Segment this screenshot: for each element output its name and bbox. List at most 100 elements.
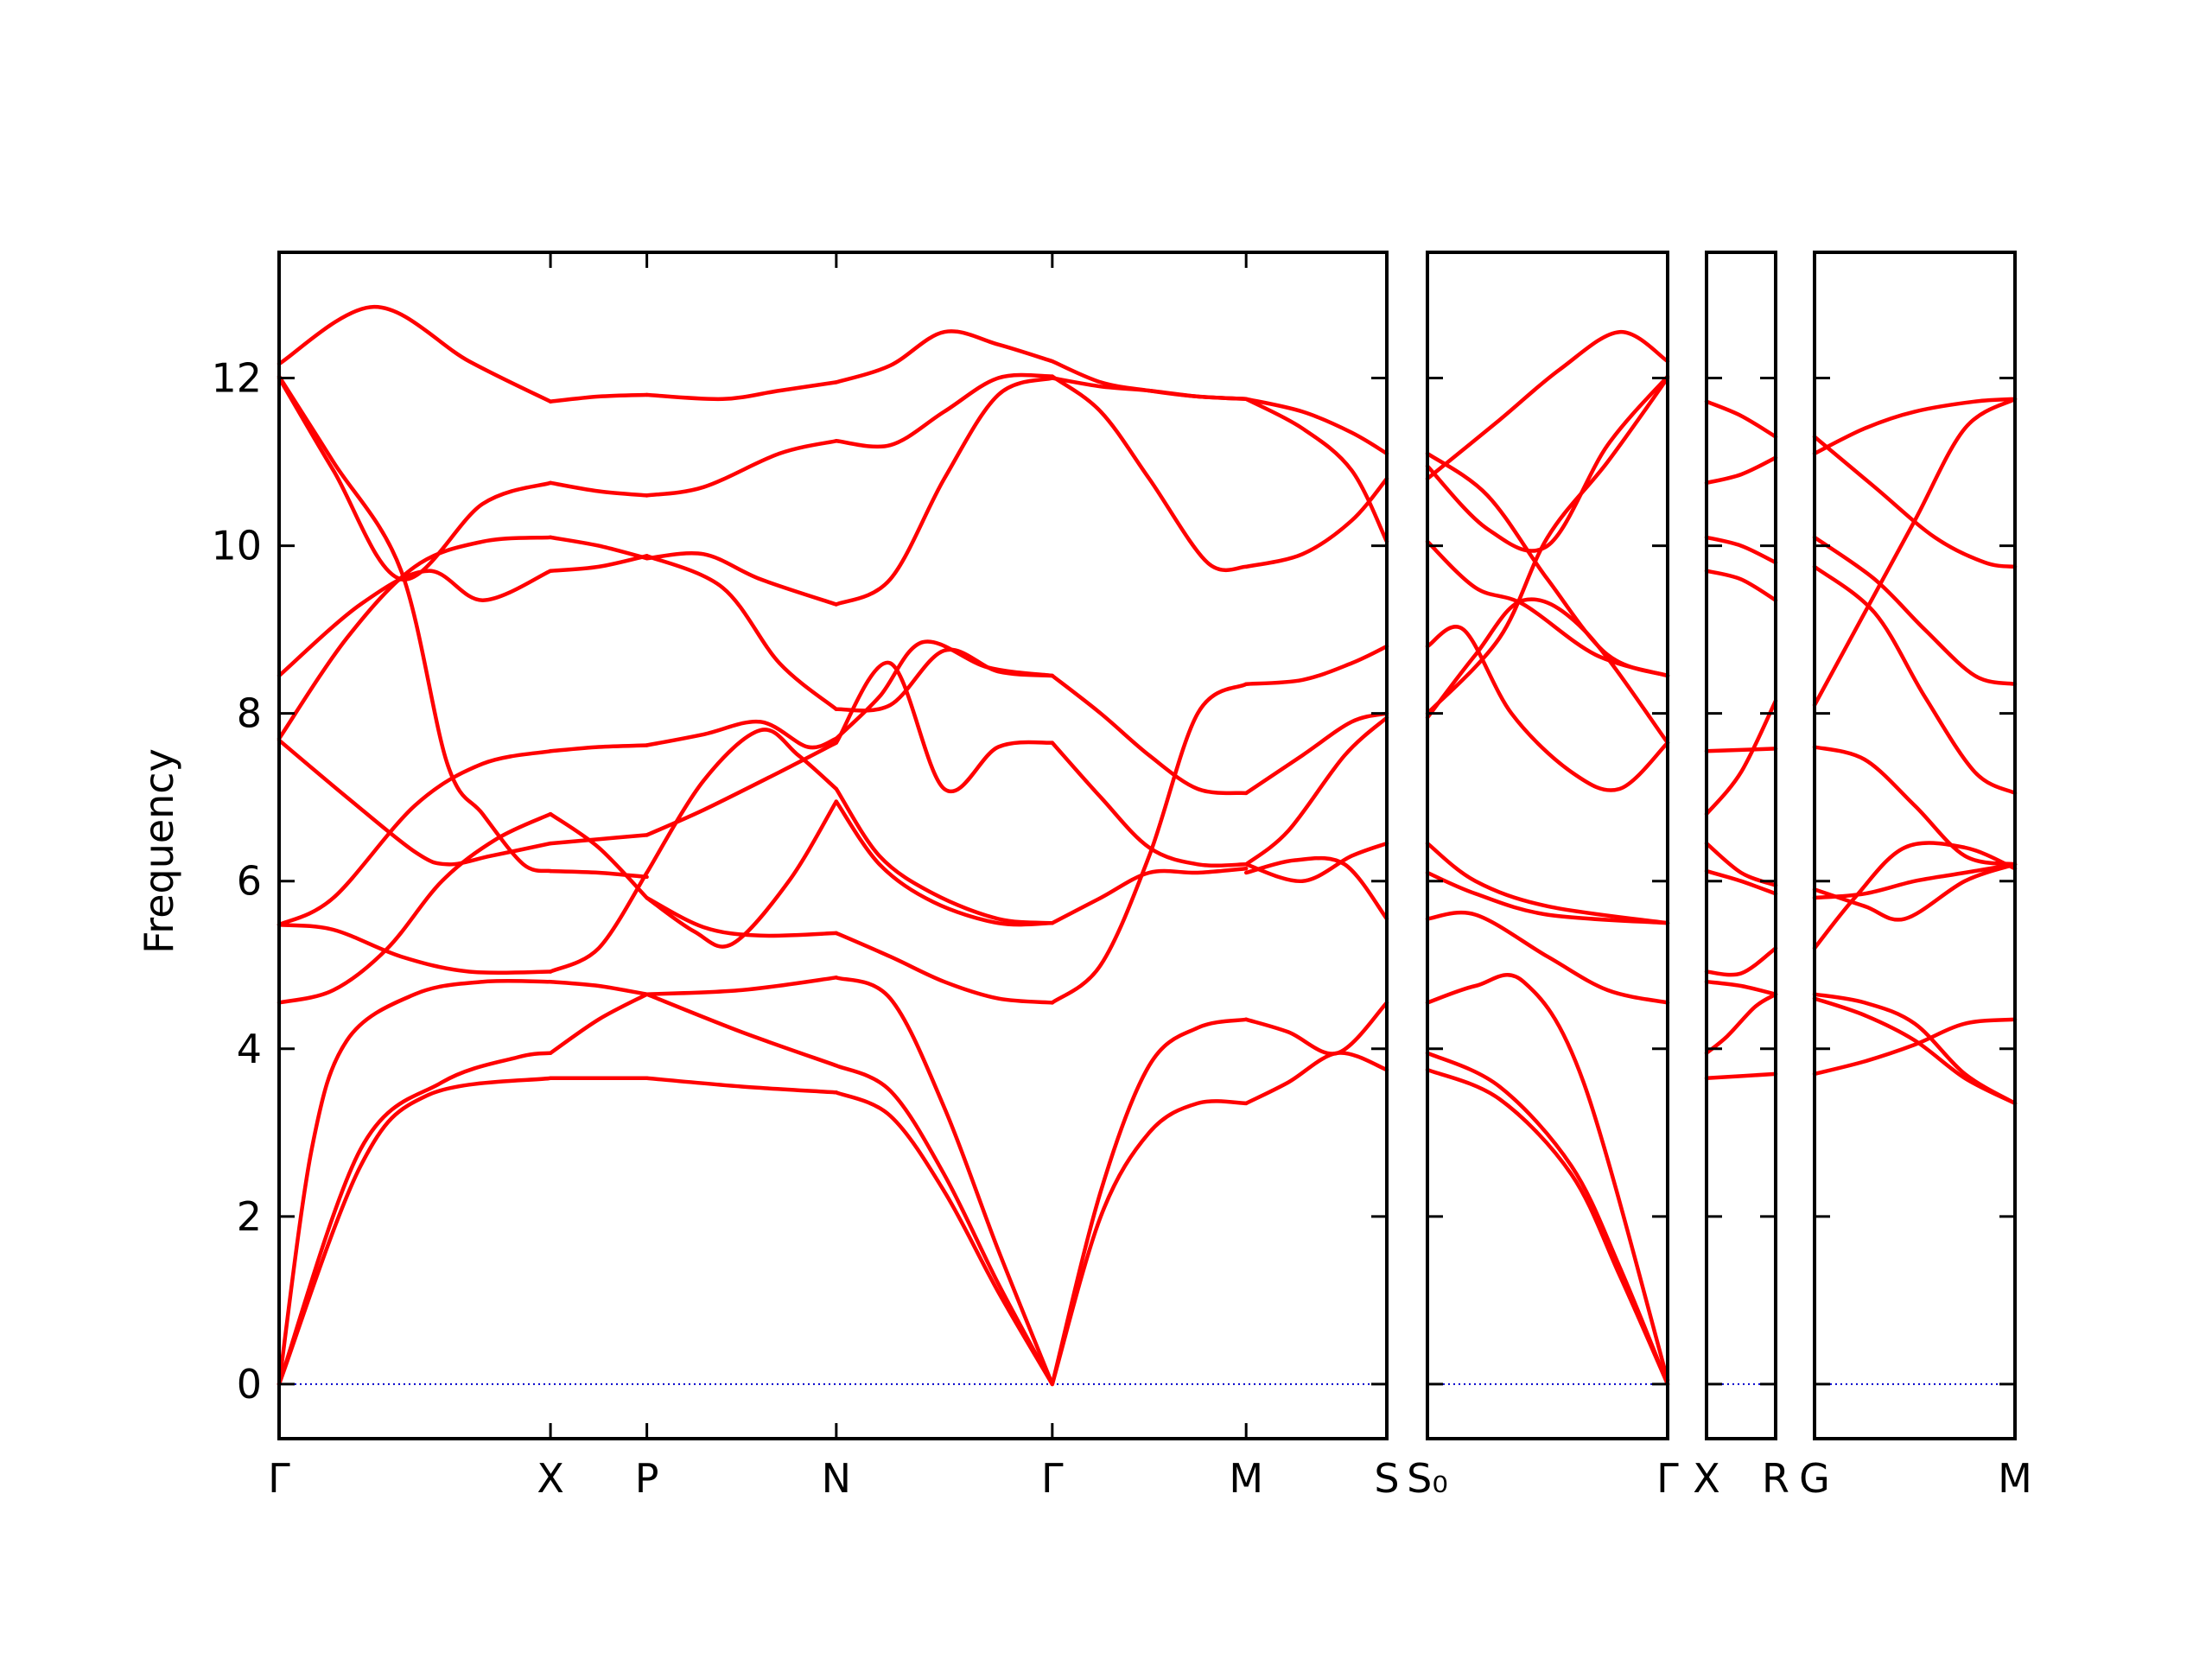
band-p1-s2-12 (548, 392, 649, 404)
band-p1-s2-2 (548, 992, 649, 1055)
panel-frame-2 (1426, 251, 1669, 1440)
y-tick-label: 2 (237, 1193, 262, 1240)
band-p3-s1-5 (1704, 868, 1778, 896)
band-p1-s2-7 (548, 833, 649, 846)
band-p2-s1-7 (1425, 597, 1670, 745)
band-p1-s2-8 (548, 743, 649, 753)
band-p1-s1-8 (276, 535, 553, 741)
band-p1-s3-11 (645, 439, 839, 498)
x-tick-label: R (1762, 1455, 1789, 1502)
band-p4-s1-5 (1812, 862, 2018, 922)
band-p1-s3-8 (645, 719, 839, 750)
band-p4-s1-6 (1812, 862, 2018, 900)
band-p2-s1-5 (1425, 841, 1670, 925)
band-p1-s1-11 (276, 376, 553, 582)
band-p1-s1-1 (276, 1076, 553, 1387)
band-p1-s1-3 (276, 978, 553, 1387)
band-p1-s5-8 (1050, 374, 1249, 573)
band-p2-s1-10 (1425, 539, 1670, 678)
band-p1-s4-4 (834, 931, 1055, 1005)
band-p2-s1-1 (1425, 1067, 1670, 1387)
x-tick-label: X (537, 1455, 564, 1502)
band-p1-s3-4 (645, 799, 839, 949)
band-p4-s1-3 (1812, 992, 2018, 1106)
band-p1-s5-4 (1050, 866, 1249, 925)
band-p4-s1-10 (1812, 535, 2018, 686)
band-p1-s1-10 (276, 374, 553, 874)
band-p3-s1-4 (1704, 946, 1778, 977)
band-p1-s4-1 (834, 1090, 1055, 1387)
y-tick-label: 12 (211, 355, 262, 402)
band-p2-s1-8 (1425, 376, 1670, 715)
band-p1-s6-4 (1243, 841, 1389, 883)
band-p1-s4-10 (834, 376, 1055, 607)
panel-frames (277, 251, 2017, 1440)
band-p1-s2-3 (548, 979, 649, 996)
band-p3-s1-10 (1704, 535, 1778, 565)
band-p3-s1-11 (1704, 455, 1778, 486)
band-p1-s6-3 (1243, 855, 1389, 921)
band-p1-s5-6 (1050, 673, 1249, 796)
band-p1-s6-7 (1243, 644, 1389, 686)
x-tick-label: G (1799, 1455, 1830, 1502)
band-p1-s3-9 (645, 554, 839, 712)
band-p1-s1-12 (276, 304, 553, 404)
band-p1-s6-2 (1243, 1001, 1389, 1056)
band-p1-s4-7 (834, 660, 1055, 793)
band-p1-s6-8 (1243, 476, 1389, 569)
band-p1-s5-2 (1050, 1017, 1249, 1387)
band-p1-s4-6 (834, 786, 1055, 925)
x-tick-label: P (635, 1455, 659, 1502)
band-p1-s4-5 (834, 799, 1055, 927)
band-p1-s2-11 (548, 480, 649, 498)
band-p1-s2-6 (548, 868, 649, 880)
band-p1-s6-6 (1243, 711, 1389, 796)
x-tick-label: S₀ (1407, 1455, 1448, 1502)
band-p1-s2-4 (548, 811, 649, 900)
panel-frame-3 (1705, 251, 1777, 1440)
band-p4-s1-12 (1812, 397, 2018, 456)
y-tick-label: 0 (237, 1361, 262, 1408)
axis-ticks (279, 252, 2015, 1439)
band-p1-s1-6 (276, 749, 553, 927)
band-p2-s1-9 (1425, 625, 1670, 792)
band-p1-s6-1 (1243, 1051, 1389, 1106)
band-p2-s1-6 (1425, 870, 1670, 925)
x-tick-label: M (1229, 1455, 1263, 1502)
band-p2-s1-12 (1425, 329, 1670, 481)
x-tick-label: M (1998, 1455, 2032, 1502)
band-p1-s5-9 (1050, 359, 1249, 402)
band-p1-s1-9 (276, 569, 553, 678)
band-p3-s1-9 (1704, 569, 1778, 602)
panel-frame-1 (277, 251, 1389, 1440)
band-p1-s5-5 (1050, 741, 1249, 868)
band-p3-s1-8 (1704, 747, 1778, 753)
band-p2-s1-3 (1425, 973, 1670, 1382)
band-p1-s3-2 (645, 976, 839, 996)
x-tick-label: X (1693, 1455, 1720, 1502)
band-p4-s1-7 (1812, 745, 2018, 867)
band-p1-s3-10 (645, 550, 839, 607)
x-tick-label: S (1374, 1455, 1399, 1502)
band-p1-s6-5 (1243, 715, 1389, 867)
y-axis-title: Frequency (136, 748, 182, 954)
band-p1-s3-12 (645, 380, 839, 402)
band-p1-s3-3 (645, 992, 839, 1068)
x-tick-label: N (822, 1455, 851, 1502)
band-p1-s3-7 (645, 741, 839, 837)
band-p1-s1-2 (276, 1051, 553, 1387)
band-p2-s1-13 (1425, 374, 1670, 553)
panel-frame-4 (1813, 251, 2017, 1440)
band-p3-s1-12 (1704, 399, 1778, 439)
band-p1-s4-3 (834, 976, 1055, 1387)
band-p1-s5-3 (1050, 682, 1249, 1005)
band-p1-s2-9 (548, 554, 649, 573)
band-p1-s1-7 (276, 738, 553, 867)
band-p1-s4-9 (834, 647, 1055, 713)
band-p3-s1-7 (1704, 698, 1778, 817)
band-p3-s1-6 (1704, 841, 1778, 887)
band-p4-s1-1 (1812, 1017, 2018, 1077)
band-p1-s3-6 (645, 895, 839, 938)
